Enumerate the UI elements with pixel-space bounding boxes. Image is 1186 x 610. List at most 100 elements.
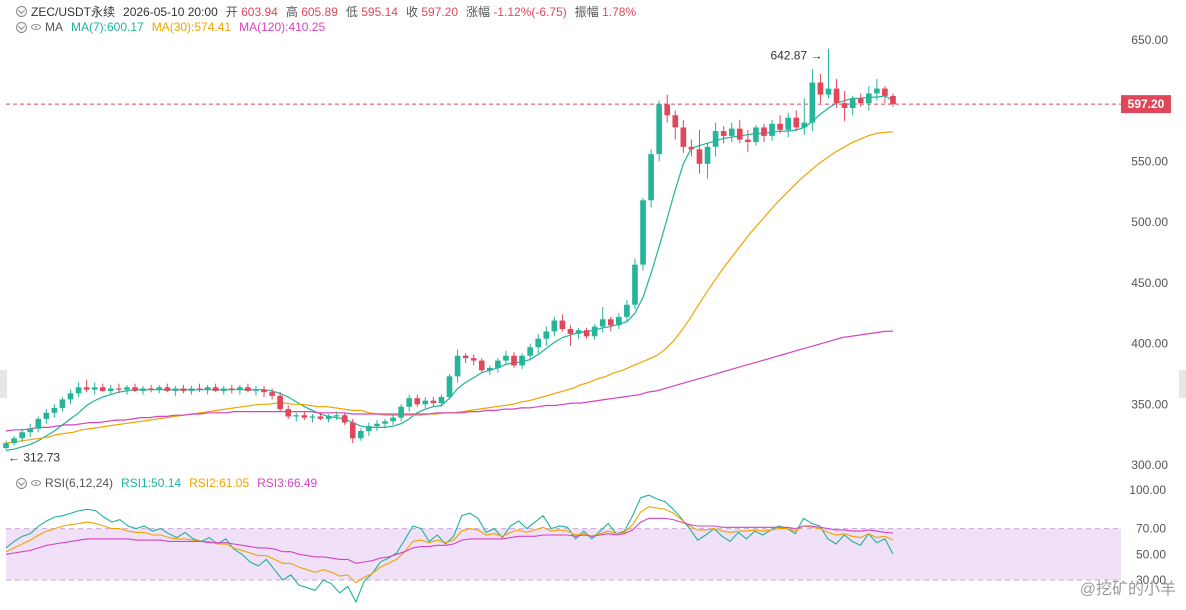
candle-body bbox=[688, 146, 695, 150]
candle-body bbox=[309, 416, 316, 418]
candle-body bbox=[656, 104, 662, 155]
datetime-label: 2026-05-10 20:00 bbox=[123, 4, 218, 19]
eye-icon[interactable] bbox=[31, 478, 42, 489]
rsi3-value: RSI3:66.49 bbox=[257, 476, 318, 490]
candle-body bbox=[874, 88, 880, 94]
candle-body bbox=[253, 389, 259, 391]
candle-body bbox=[543, 331, 550, 339]
collapse-icon[interactable] bbox=[16, 477, 27, 489]
y-tick-label: 400.00 bbox=[1131, 337, 1168, 351]
y-tick-label: 650.00 bbox=[1131, 33, 1168, 47]
amplitude-value: 1.78% bbox=[602, 4, 637, 19]
candle-body bbox=[140, 388, 146, 391]
min-price-label: ← 312.73 bbox=[8, 451, 60, 465]
max-price-label: 642.87 → bbox=[770, 49, 822, 63]
candle-body bbox=[285, 409, 292, 417]
candle-body bbox=[269, 392, 275, 396]
candle-body bbox=[785, 117, 791, 130]
close-label: 收 bbox=[405, 5, 418, 19]
candle-body bbox=[204, 387, 211, 390]
candle-body bbox=[357, 431, 364, 439]
scroll-right-handle[interactable] bbox=[1179, 370, 1186, 398]
y-tick-label: 500.00 bbox=[1131, 215, 1168, 229]
candle-body bbox=[67, 393, 74, 400]
candle-body bbox=[132, 387, 138, 391]
candle-body bbox=[833, 88, 840, 104]
candle-body bbox=[245, 387, 251, 391]
candle-body bbox=[583, 330, 590, 337]
candle-body bbox=[728, 128, 735, 136]
candle-body bbox=[519, 355, 525, 366]
rsi1-value: RSI1:50.14 bbox=[121, 476, 182, 490]
candle-body bbox=[849, 98, 856, 108]
candle-body bbox=[616, 316, 622, 326]
eye-icon[interactable] bbox=[31, 22, 42, 33]
scroll-left-handle[interactable] bbox=[0, 370, 7, 398]
candle-body bbox=[817, 82, 824, 95]
candle-body bbox=[19, 432, 25, 439]
candle-body bbox=[406, 398, 413, 407]
candle-body bbox=[172, 388, 179, 391]
candle-body bbox=[495, 360, 501, 368]
candle-body bbox=[486, 367, 493, 371]
candle-body bbox=[559, 320, 566, 329]
collapse-icon[interactable] bbox=[16, 6, 27, 17]
ma7-value: MA(7):600.17 bbox=[71, 20, 144, 34]
candle-body bbox=[212, 387, 219, 391]
candle-body bbox=[551, 320, 558, 332]
candle-body bbox=[640, 200, 646, 265]
candle-body bbox=[882, 88, 888, 96]
ma-header: MA MA(7):600.17 MA(30):574.41 MA(120):41… bbox=[16, 20, 325, 34]
candle-body bbox=[35, 418, 42, 429]
open-label: 开 bbox=[225, 5, 238, 19]
candle-body bbox=[228, 388, 235, 390]
candle-body bbox=[164, 387, 171, 391]
candle-body bbox=[422, 400, 429, 405]
candle-body bbox=[27, 428, 34, 433]
candle-body bbox=[43, 412, 50, 419]
candle-body bbox=[753, 127, 759, 142]
collapse-icon[interactable] bbox=[16, 21, 27, 33]
candle-body bbox=[704, 146, 711, 164]
candle-body bbox=[769, 123, 775, 136]
candle-body bbox=[841, 103, 848, 108]
rsi1-line bbox=[5, 494, 894, 604]
candle-body bbox=[672, 115, 679, 128]
candle-body bbox=[736, 128, 743, 140]
candle-body bbox=[277, 395, 283, 410]
amplitude-label: 振幅 bbox=[574, 5, 599, 19]
candle-body bbox=[857, 98, 864, 104]
candle-body bbox=[349, 422, 356, 439]
candle-body bbox=[317, 416, 324, 419]
candle-body bbox=[124, 387, 130, 390]
candle-body bbox=[624, 304, 630, 317]
candle-body bbox=[446, 376, 453, 397]
close-value: 597.20 bbox=[421, 4, 459, 19]
candle-body bbox=[91, 387, 98, 390]
candle-body bbox=[75, 387, 82, 394]
candle-body bbox=[148, 388, 154, 390]
candle-body bbox=[180, 388, 187, 391]
candle-body bbox=[220, 388, 227, 391]
low-value: 595.14 bbox=[361, 4, 398, 19]
candle-body bbox=[511, 355, 517, 366]
candle-body bbox=[51, 407, 58, 413]
y-tick-label: 300.00 bbox=[1131, 458, 1168, 472]
change-label: 涨幅 bbox=[466, 5, 491, 19]
candle-body bbox=[607, 319, 614, 326]
candle-body bbox=[801, 122, 808, 128]
candle-body bbox=[99, 387, 106, 391]
candle-body bbox=[793, 117, 800, 128]
candle-body bbox=[261, 389, 267, 393]
candle-body bbox=[777, 123, 783, 130]
candle-body bbox=[430, 400, 437, 404]
candle-body bbox=[478, 360, 485, 371]
candle-body bbox=[527, 347, 533, 356]
candle-body bbox=[196, 388, 203, 390]
candle-body bbox=[414, 398, 421, 405]
candle-body bbox=[341, 415, 348, 423]
candle-body bbox=[188, 388, 195, 391]
current-price-tag-label: 597.20 bbox=[1128, 97, 1165, 111]
